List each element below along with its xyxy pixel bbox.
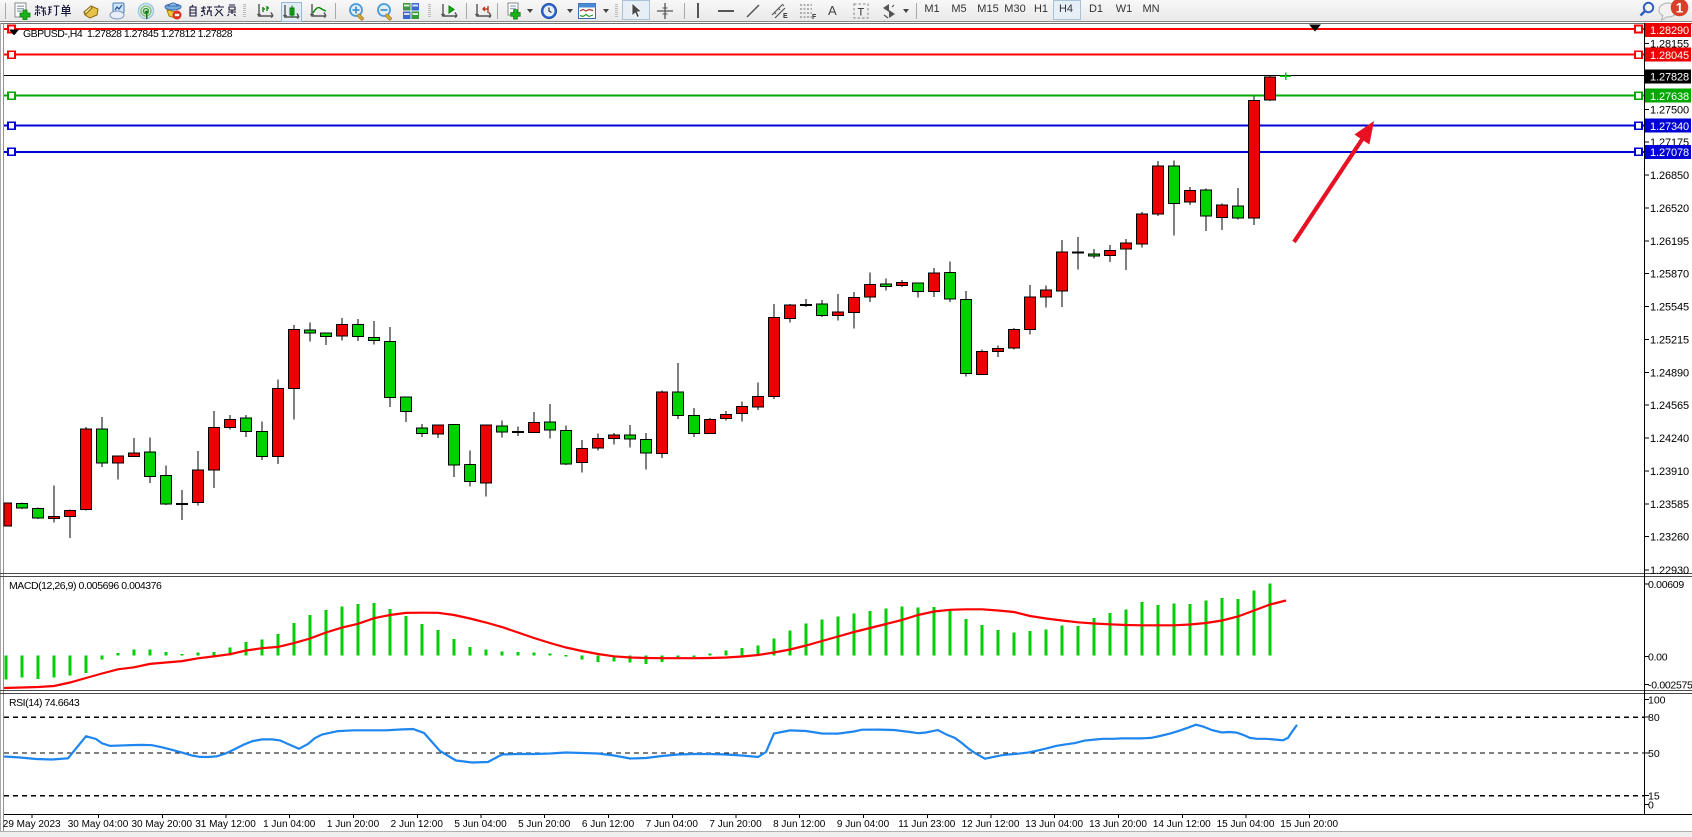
svg-text:1.25545: 1.25545 [1650, 302, 1689, 314]
svg-text:5 Jun 20:00: 5 Jun 20:00 [518, 819, 571, 830]
svg-text:1.25215: 1.25215 [1650, 335, 1689, 347]
svg-text:50: 50 [1648, 748, 1660, 760]
svg-text:1.25870: 1.25870 [1650, 269, 1689, 281]
svg-text:1 Jun 04:00: 1 Jun 04:00 [263, 819, 316, 830]
svg-text:MACD(12,26,9) 0.005696 0.00437: MACD(12,26,9) 0.005696 0.004376 [9, 580, 162, 592]
svg-text:5 Jun 04:00: 5 Jun 04:00 [454, 819, 507, 830]
svg-text:13 Jun 20:00: 13 Jun 20:00 [1089, 819, 1147, 830]
svg-text:1.27500: 1.27500 [1650, 105, 1689, 117]
svg-text:1 Jun 20:00: 1 Jun 20:00 [327, 819, 380, 830]
svg-text:1.28155: 1.28155 [1650, 39, 1689, 51]
svg-text:12 Jun 12:00: 12 Jun 12:00 [962, 819, 1020, 830]
svg-text:7 Jun 20:00: 7 Jun 20:00 [709, 819, 762, 830]
svg-text:31 May 12:00: 31 May 12:00 [195, 819, 256, 830]
svg-text:-0.002575: -0.002575 [1648, 679, 1692, 691]
svg-text:2 Jun 12:00: 2 Jun 12:00 [391, 819, 444, 830]
svg-text:80: 80 [1648, 712, 1660, 724]
svg-text:15 Jun 20:00: 15 Jun 20:00 [1280, 819, 1338, 830]
svg-text:F: F [812, 14, 817, 20]
svg-text:15 Jun 04:00: 15 Jun 04:00 [1217, 819, 1275, 830]
svg-text:1.23585: 1.23585 [1650, 499, 1689, 511]
svg-text:1.24890: 1.24890 [1650, 368, 1689, 380]
svg-text:30 May 20:00: 30 May 20:00 [131, 819, 192, 830]
svg-text:1.27078: 1.27078 [1650, 147, 1689, 159]
svg-text:1.28045: 1.28045 [1650, 50, 1689, 62]
svg-text:1.27340: 1.27340 [1650, 121, 1689, 133]
svg-text:1.24240: 1.24240 [1650, 433, 1689, 445]
svg-text:13 Jun 04:00: 13 Jun 04:00 [1025, 819, 1083, 830]
svg-text:9 Jun 04:00: 9 Jun 04:00 [837, 819, 890, 830]
svg-text:1.26850: 1.26850 [1650, 170, 1689, 182]
svg-text:1.24565: 1.24565 [1650, 400, 1689, 412]
svg-text:6 Jun 12:00: 6 Jun 12:00 [582, 819, 635, 830]
svg-text:1.26520: 1.26520 [1650, 203, 1689, 215]
svg-text:1.22930: 1.22930 [1650, 565, 1689, 577]
svg-text:30 May 04:00: 30 May 04:00 [68, 819, 129, 830]
svg-text:E: E [783, 13, 788, 20]
svg-text:1.23260: 1.23260 [1650, 532, 1689, 544]
svg-text:1: 1 [1676, 1, 1684, 16]
svg-text:29 May 2023: 29 May 2023 [3, 819, 61, 830]
svg-text:RSI(14) 74.6643: RSI(14) 74.6643 [9, 697, 80, 709]
svg-text:1.27638: 1.27638 [1650, 91, 1689, 103]
svg-text:GBPUSD-,H4 1.27828 1.27845 1.: GBPUSD-,H4 1.27828 1.27845 1.27812 1.278… [23, 28, 233, 40]
svg-text:1.23910: 1.23910 [1650, 466, 1689, 478]
svg-text:14 Jun 12:00: 14 Jun 12:00 [1153, 819, 1211, 830]
svg-text:100: 100 [1648, 695, 1666, 707]
svg-text:1.28290: 1.28290 [1650, 25, 1689, 37]
svg-text:1.27828: 1.27828 [1650, 72, 1689, 84]
svg-text:T: T [858, 7, 865, 19]
svg-text:11 Jun 23:00: 11 Jun 23:00 [898, 819, 956, 830]
svg-text:0.00609: 0.00609 [1648, 579, 1684, 591]
svg-text:1.26195: 1.26195 [1650, 236, 1689, 248]
svg-text:0: 0 [1648, 800, 1654, 812]
svg-text:7 Jun 04:00: 7 Jun 04:00 [646, 819, 699, 830]
svg-text:8 Jun 12:00: 8 Jun 12:00 [773, 819, 826, 830]
svg-text:0.00: 0.00 [1648, 652, 1668, 664]
svg-text:15: 15 [1648, 791, 1660, 803]
